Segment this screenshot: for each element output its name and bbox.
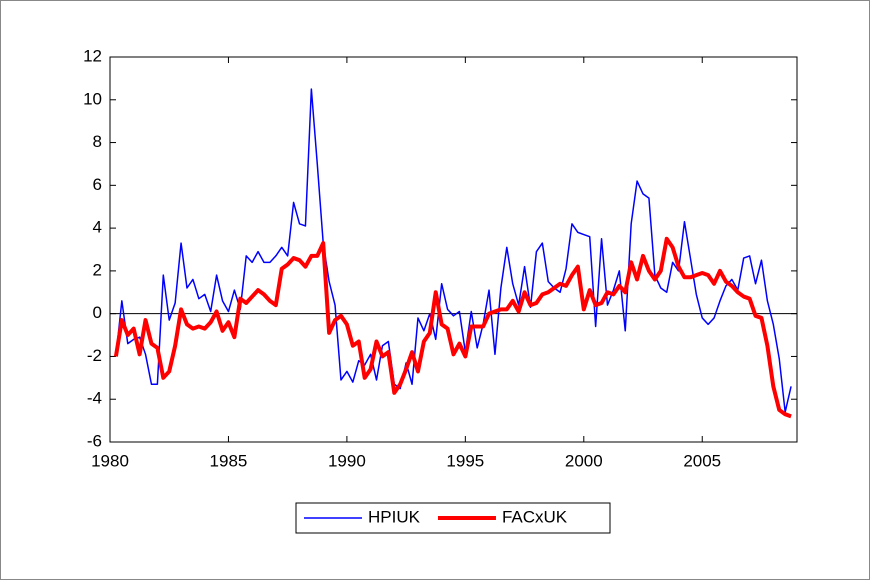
y-tick-label: -2 bbox=[87, 346, 102, 365]
y-tick-label: 2 bbox=[93, 260, 102, 279]
y-tick-label: 10 bbox=[83, 89, 102, 108]
y-tick-label: 4 bbox=[93, 218, 102, 237]
x-tick-label: 1985 bbox=[210, 451, 248, 470]
y-tick-label: -4 bbox=[87, 389, 102, 408]
y-tick-label: 6 bbox=[93, 175, 102, 194]
legend-label: FACxUK bbox=[502, 507, 568, 526]
x-tick-label: 1995 bbox=[446, 451, 484, 470]
x-tick-label: 2000 bbox=[565, 451, 603, 470]
y-tick-label: 0 bbox=[93, 303, 102, 322]
x-tick-label: 1980 bbox=[91, 451, 129, 470]
series-line bbox=[113, 236, 792, 419]
legend-label: HPIUK bbox=[368, 507, 421, 526]
y-tick-label: -6 bbox=[87, 431, 102, 450]
x-tick-label: 1990 bbox=[328, 451, 366, 470]
plot-frame bbox=[109, 56, 798, 443]
x-tick-label: 2005 bbox=[683, 451, 721, 470]
series-line bbox=[115, 88, 792, 413]
y-tick-label: 8 bbox=[93, 132, 102, 151]
y-tick-label: 12 bbox=[83, 46, 102, 65]
